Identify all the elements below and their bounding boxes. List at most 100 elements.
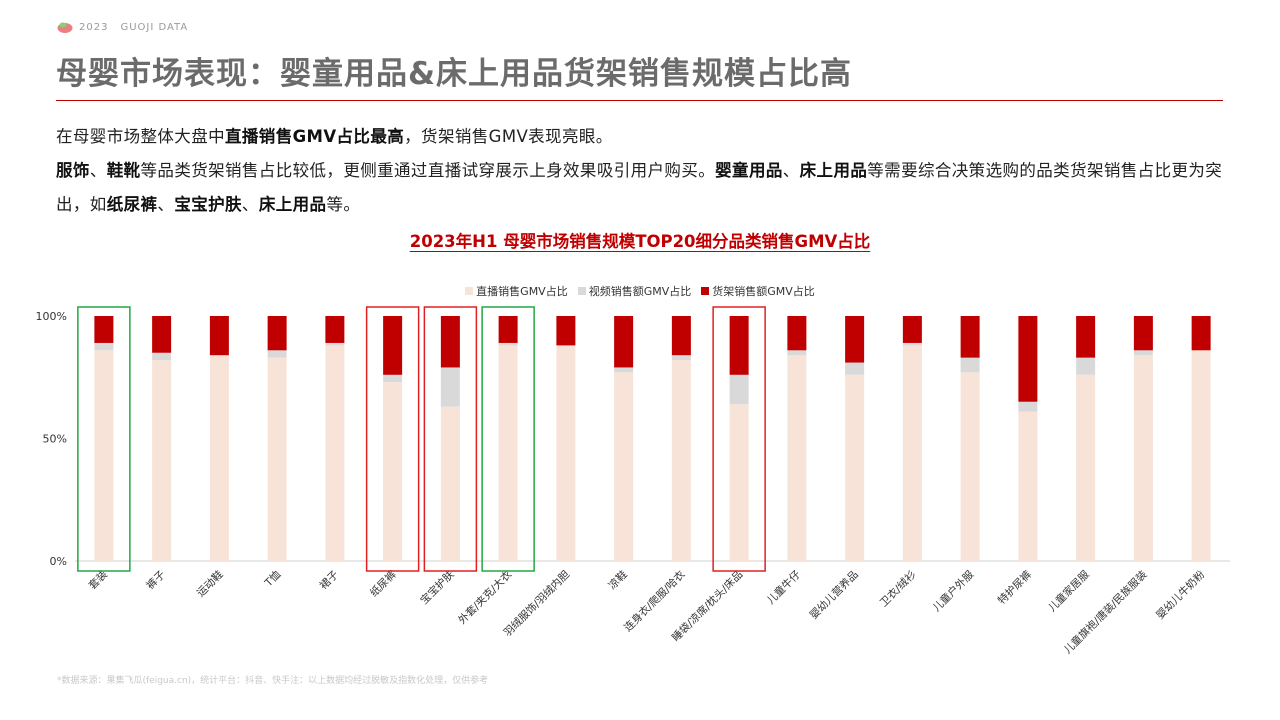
x-tick-label: 儿童户外服 xyxy=(930,568,977,615)
bar-segment-live xyxy=(1018,411,1038,561)
legend-swatch-video xyxy=(577,287,586,295)
description-line-2: 服饰、鞋靴等品类货架销售占比较低，更侧重通过直播试穿展示上身效果吸引用户购买。婴… xyxy=(56,154,1226,222)
bar-segment-video xyxy=(787,350,807,356)
bar-segment-live xyxy=(556,345,576,561)
x-tick-label: 连身衣/爬服/哈衣 xyxy=(621,568,688,635)
highlight-box xyxy=(481,306,535,572)
x-tick-label: 婴幼儿牛奶粉 xyxy=(1154,568,1208,622)
legend-label-live: 直播销售GMV占比 xyxy=(476,285,568,298)
bar-segment-shelf xyxy=(845,316,865,363)
bar-segment-live xyxy=(1076,374,1096,561)
description-line2-segment: 宝宝护肤 xyxy=(174,195,242,214)
footnote: *数据来源：果集飞瓜(feigua.cn)，统计平台：抖音、快手注：以上数据均经… xyxy=(57,676,489,686)
x-tick-label: 外套/夹克/大衣 xyxy=(456,568,515,627)
bar-segment-live xyxy=(902,345,922,561)
bar-segment-live xyxy=(383,382,403,561)
bar-segment-shelf xyxy=(614,316,634,368)
description-line2-segment: 、 xyxy=(157,195,175,214)
bar-segment-shelf xyxy=(209,316,229,356)
bar-segment-shelf xyxy=(440,316,460,368)
description-line-1: 在母婴市场整体大盘中直播销售GMV占比最高，货架销售GMV表现亮眼。 xyxy=(56,120,1226,154)
bar-segment-live xyxy=(671,360,691,561)
x-tick-label: 卫衣/绒衫 xyxy=(877,568,918,609)
bar-segment-live xyxy=(267,357,287,561)
bar-segment-live xyxy=(1191,350,1211,561)
bar-segment-video xyxy=(1133,350,1153,356)
title-divider xyxy=(56,100,1223,101)
x-tick-label: 儿童家居服 xyxy=(1045,568,1092,615)
legend-label-video: 视频销售额GMV占比 xyxy=(588,285,692,298)
highlight-box xyxy=(423,306,478,572)
brand-year: 2023 xyxy=(79,21,109,33)
bar-segment-shelf xyxy=(1018,316,1038,402)
description-line2-segment: 等。 xyxy=(326,195,361,214)
bar-segment-live xyxy=(498,345,518,561)
bar-segment-live xyxy=(787,355,807,561)
description-line2-segment: 纸尿裤 xyxy=(106,195,158,214)
bar-segment-video xyxy=(325,342,345,346)
description-line1-segment: ，货架销售GMV表现亮眼。 xyxy=(404,127,613,146)
description-line1-segment: 直播销售GMV占比最高 xyxy=(225,127,405,146)
bar-segment-video xyxy=(383,374,403,383)
bar-segment-shelf xyxy=(729,316,749,375)
legend-swatch-shelf xyxy=(701,287,710,295)
x-tick-label: 婴幼儿营养品 xyxy=(807,568,861,622)
x-tick-label: 运动鞋 xyxy=(194,568,226,600)
description-line2-segment: 服饰 xyxy=(56,161,90,180)
bar-segment-video xyxy=(1076,357,1096,375)
description-line2-segment: 床上用品 xyxy=(258,195,327,214)
x-tick-label: 宝宝护肤 xyxy=(418,568,457,607)
bar-segment-video xyxy=(1018,401,1038,412)
bar-segment-shelf xyxy=(787,316,807,351)
description-line2-segment: 床上用品 xyxy=(799,161,868,180)
bar-segment-live xyxy=(94,350,114,561)
bar-segment-shelf xyxy=(267,316,287,351)
bar-segment-video xyxy=(440,367,460,407)
description-line2-segment: 婴童用品 xyxy=(715,161,783,180)
x-tick-label: 凉鞋 xyxy=(606,568,630,592)
bar-segment-shelf xyxy=(1191,316,1211,351)
bar-segment-video xyxy=(498,342,518,346)
legend-item-live: 直播销售GMV占比 xyxy=(465,283,568,299)
bar-segment-video xyxy=(614,367,634,373)
bar-segment-live xyxy=(325,345,345,561)
y-tick-label: 100% xyxy=(36,310,67,323)
bar-segment-shelf xyxy=(498,316,518,343)
bar-segment-live xyxy=(152,360,172,561)
description: 在母婴市场整体大盘中直播销售GMV占比最高，货架销售GMV表现亮眼。 服饰、鞋靴… xyxy=(56,120,1226,222)
bar-segment-shelf xyxy=(902,316,922,343)
bar-segment-live xyxy=(614,372,634,561)
legend-item-shelf: 货架销售额GMV占比 xyxy=(701,283,815,299)
bar-segment-shelf xyxy=(1076,316,1096,358)
bar-segment-shelf xyxy=(556,316,576,346)
description-line2-segment: 等需要综合决策选购的品类货架销售占比更为突出，如 xyxy=(56,161,1223,214)
bar-segment-live xyxy=(440,406,460,561)
y-tick-label: 50% xyxy=(43,433,67,446)
bar-segment-video xyxy=(902,342,922,346)
page-title: 母婴市场表现：婴童用品&床上用品货架销售规模占比高 xyxy=(56,56,853,92)
description-line2-segment: 鞋靴 xyxy=(106,161,141,180)
bar-segment-video xyxy=(267,350,287,358)
bar-segment-shelf xyxy=(960,316,980,358)
highlight-box xyxy=(77,306,131,572)
bar-segment-shelf xyxy=(94,316,114,343)
x-tick-label: 特护尿裤 xyxy=(995,568,1034,607)
stacked-bar-chart: 0%50%100%套装 裤子 运动鞋 T恤 裙子 纸尿裤 宝宝护肤 外套/夹克/大衣羽绒服饰/… xyxy=(36,306,1230,656)
description-line1-segment: 在母婴市场整体大盘中 xyxy=(56,127,225,146)
bar-segment-video xyxy=(671,355,691,361)
y-tick-label: 0% xyxy=(50,555,67,568)
brand-logo-icon xyxy=(57,22,73,33)
bar-segment-shelf xyxy=(671,316,691,356)
bar-segment-shelf xyxy=(1133,316,1153,351)
bar-segment-live xyxy=(960,372,980,561)
bar-segment-video xyxy=(960,357,980,373)
x-tick-label: 儿童牛仔 xyxy=(764,568,803,607)
bar-segment-video xyxy=(94,342,114,351)
highlight-box xyxy=(712,306,766,572)
bar-segment-video xyxy=(152,352,172,361)
description-line2-segment: 、 xyxy=(782,161,800,180)
brand: 2023 GUOJI DATA xyxy=(57,21,188,33)
legend-swatch-live xyxy=(465,287,474,295)
bar-segment-shelf xyxy=(325,316,345,343)
x-tick-label: 纸尿裤 xyxy=(367,568,398,599)
